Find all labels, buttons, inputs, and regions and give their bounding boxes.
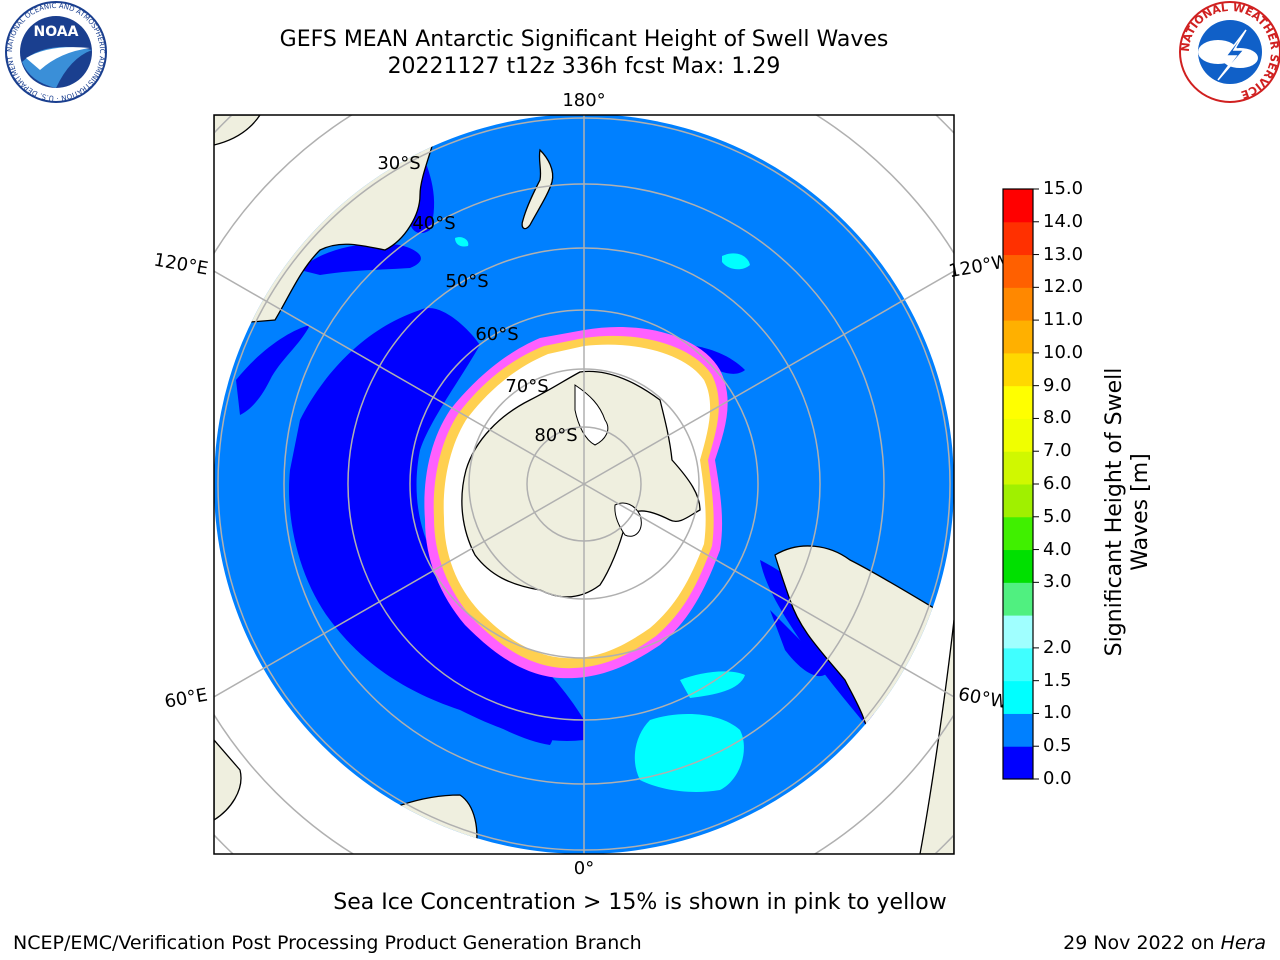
elevated-swell-regions: [455, 237, 750, 792]
colorbar-segment: [1003, 221, 1033, 256]
svg-text:NOAA: NOAA: [34, 24, 79, 40]
lat-label-40s: 40°S: [412, 213, 455, 234]
colorbar-segment: [1003, 647, 1033, 682]
colorbar-tick-label: 14.0: [1043, 210, 1084, 232]
colorbar-segment: [1003, 516, 1033, 551]
colorbar-segment: [1003, 385, 1033, 419]
colorbar-segment: [1003, 713, 1033, 747]
sea-ice-note: Sea Ice Concentration > 15% is shown in …: [333, 890, 947, 915]
lon-label-60e: 60°E: [163, 684, 209, 712]
footer-branch: NCEP/EMC/Verification Post Processing Pr…: [13, 932, 642, 954]
colorbar-tick-label: 0.5: [1043, 735, 1072, 757]
colorbar-segment: [1003, 189, 1033, 223]
map-title: GEFS MEAN Antarctic Significant Height o…: [279, 27, 889, 52]
lon-label-180: 180°: [562, 90, 605, 111]
colorbar-tick-label: 10.0: [1043, 341, 1084, 363]
lon-label-120w: 120°W: [947, 251, 1011, 282]
lat-label-70s: 70°S: [505, 376, 548, 397]
colorbar: [1002, 188, 1039, 780]
colorbar-tick-label: 11.0: [1043, 309, 1084, 331]
colorbar-segment: [1003, 352, 1033, 387]
lat-label-50s: 50°S: [445, 271, 488, 292]
colorbar-tick-label: 8.0: [1043, 407, 1072, 429]
colorbar-tick-label: 6.0: [1043, 473, 1072, 494]
colorbar-tick-label: 9.0: [1043, 374, 1072, 396]
lon-label-0: 0°: [574, 858, 594, 879]
lat-label-80s: 80°S: [534, 425, 577, 446]
colorbar-segment: [1003, 549, 1033, 583]
colorbar-segment: [1003, 418, 1033, 452]
colorbar-segment: [1003, 320, 1033, 354]
noaa-logo: NATIONAL OCEANIC AND ATMOSPHERIC ADMINIS…: [0, 0, 107, 103]
map-subtitle: 20221127 t12z 336h fcst Max: 1.29: [387, 54, 781, 79]
colorbar-tick-label: 12.0: [1043, 276, 1084, 298]
colorbar-segment: [1003, 287, 1033, 321]
colorbar-title: Significant Height of Swell Waves [m]: [1102, 367, 1153, 657]
lat-label-30s: 30°S: [377, 153, 420, 174]
map-frame: [213, 114, 955, 855]
colorbar-tick-label: 15.0: [1043, 178, 1084, 199]
lon-label-120e: 120°E: [152, 249, 210, 279]
nws-logo: NATIONAL WEATHER SERVICE: [1179, 1, 1280, 103]
graticule: [214, 115, 954, 854]
colorbar-tick-label: 13.0: [1043, 243, 1084, 265]
colorbar-tick-label: 0.0: [1043, 768, 1072, 789]
colorbar-segment: [1003, 680, 1033, 714]
colorbar-tick-label: 1.5: [1043, 669, 1072, 691]
colorbar-segment: [1003, 746, 1033, 780]
map-area: [214, 115, 954, 854]
footer-date: 29 Nov 2022 on Hera: [1063, 932, 1266, 954]
colorbar-segment: [1003, 451, 1033, 485]
colorbar-segment: [1003, 254, 1033, 288]
colorbar-segment: [1003, 582, 1033, 616]
colorbar-segment: [1003, 615, 1033, 649]
colorbar-tick-label: 4.0: [1043, 538, 1072, 560]
colorbar-tick-label: 5.0: [1043, 505, 1072, 527]
colorbar-segment: [1003, 484, 1033, 518]
lon-label-60w: 60°W: [957, 684, 1010, 713]
colorbar-tick-label: 3.0: [1043, 571, 1072, 593]
colorbar-tick-label: 1.0: [1043, 702, 1072, 724]
lat-label-60s: 60°S: [475, 324, 518, 345]
colorbar-tick-label: 2.0: [1043, 636, 1072, 658]
colorbar-tick-label: 7.0: [1043, 440, 1072, 462]
land-outside-disk: [214, 115, 954, 854]
